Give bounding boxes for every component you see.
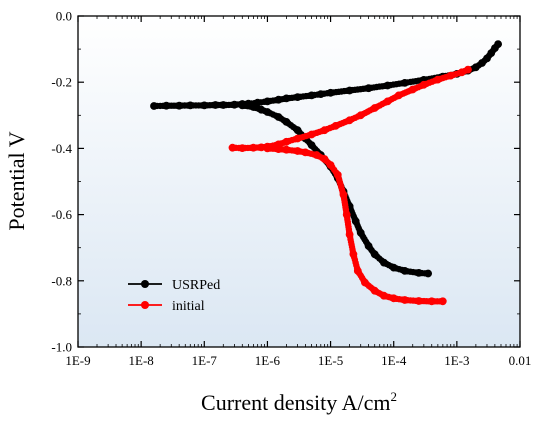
y-tick-label: -0.2	[51, 75, 72, 90]
x-tick-label: 1E-3	[444, 353, 469, 368]
data-point	[494, 40, 502, 48]
x-axis: 1E-9 1E-8 1E-7 1E-6 1E-5 1E-4 1E-3 0.01	[65, 16, 531, 368]
series-USRPed	[150, 40, 502, 278]
data-point	[424, 269, 432, 278]
x-tick-label: 1E-4	[381, 353, 407, 368]
plot-area	[78, 16, 520, 347]
x-tick-label: 1E-9	[65, 353, 90, 368]
legend-marker	[141, 280, 149, 288]
y-tick-label: -0.4	[51, 141, 72, 156]
series-initial	[228, 65, 472, 306]
y-tick-label: -1.0	[51, 340, 72, 355]
legend-label: USRPed	[172, 278, 220, 293]
data-point	[464, 65, 472, 74]
x-tick-label: 1E-5	[318, 353, 343, 368]
y-tick-label: -0.6	[51, 207, 72, 222]
legend-marker	[141, 301, 149, 309]
x-tick-label: 0.01	[509, 353, 532, 368]
x-tick-label: 1E-6	[255, 353, 281, 368]
legend: USRPed initial	[128, 278, 220, 314]
x-tick-label: 1E-7	[192, 353, 218, 368]
y-tick-label: -0.8	[51, 273, 72, 288]
series-layer	[150, 40, 502, 306]
x-axis-title-main: Current density A/cm	[201, 390, 390, 415]
data-point	[438, 297, 447, 306]
y-tick-label: 0.0	[56, 9, 72, 24]
x-axis-title: Current density A/cm2	[201, 389, 397, 415]
legend-label: initial	[172, 299, 205, 314]
y-axis-title: Potential V	[4, 131, 29, 230]
x-axis-title-superscript: 2	[390, 389, 397, 404]
x-tick-label: 1E-8	[129, 353, 154, 368]
y-axis: 0.0 -0.2 -0.4 -0.6 -0.8 -1.0	[51, 9, 520, 355]
